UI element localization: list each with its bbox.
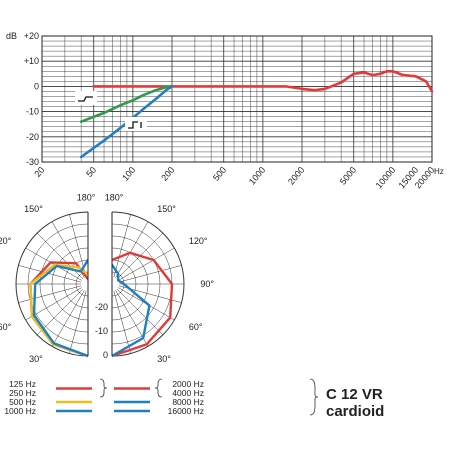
legend-label-right: 16000 Hz <box>168 406 204 416</box>
legend-label-right: 4000 Hz <box>172 388 204 398</box>
y-tick-label: -20 <box>26 132 39 142</box>
response-curve-filter2 <box>79 85 174 159</box>
x-tick-label: 20 <box>32 165 46 179</box>
frequency-response-chart: +20 +10 0 -10 -20 -30 dB 20 50 100 200 500 1000 2000 5… <box>6 31 444 190</box>
radial-tick-label: -10 <box>95 326 108 336</box>
angle-label-left: 150° <box>24 204 43 214</box>
polar-spoke <box>18 285 82 303</box>
response-curve-filter1 <box>79 85 174 123</box>
radial-label-bg <box>96 301 110 311</box>
y-tick-label: 0 <box>34 81 39 91</box>
legend-brace-model <box>309 378 319 416</box>
legend-brace-right <box>154 378 163 398</box>
x-tick-label: 1000 <box>247 165 268 187</box>
polar-pattern-chart: 180°150°120°90°60°30°180°150°120°90°60°3… <box>0 193 214 364</box>
filter-icon <box>128 121 142 129</box>
polar-curve-left-2 <box>32 258 88 358</box>
legend-brace-left <box>99 378 108 398</box>
angle-label-right: 30° <box>157 354 171 364</box>
radial-label-bg <box>96 349 110 359</box>
angle-label-right: 180° <box>105 193 124 203</box>
angle-label-left: 60° <box>0 322 12 332</box>
filter-icon-bg <box>125 117 147 131</box>
response-curve-main <box>92 70 434 93</box>
angle-label-left: 180° <box>77 193 96 203</box>
y-tick-label: +20 <box>24 31 39 41</box>
y-tick-label: -10 <box>26 107 39 117</box>
radial-tick-label: -20 <box>95 302 108 312</box>
polar-spoke <box>51 290 85 347</box>
radial-tick-label: 0 <box>103 350 108 360</box>
y-tick-label: +10 <box>24 56 39 66</box>
filter-icon <box>78 96 93 102</box>
x-tick-label: 5000 <box>338 165 359 187</box>
angle-label-right: 150° <box>157 204 176 214</box>
x-tick-label: 100 <box>120 165 137 183</box>
polar-spoke <box>118 247 175 281</box>
y-axis-unit: dB <box>6 31 17 41</box>
legend-label-right: 8000 Hz <box>172 397 204 407</box>
polar-curve-left-1 <box>29 263 88 358</box>
polar-spoke <box>36 288 84 336</box>
polar-curve-right-1 <box>112 263 151 358</box>
legend-label-left: 500 Hz <box>9 397 36 407</box>
y-tick-label: -30 <box>26 157 39 167</box>
legend-label-left: 1000 Hz <box>4 406 36 416</box>
x-tick-label: 200 <box>159 165 176 183</box>
x-tick-label: 50 <box>84 165 98 179</box>
polar-spoke <box>113 290 131 354</box>
x-tick-label: 10000 <box>374 165 398 191</box>
x-axis-unit: Hz <box>434 167 444 176</box>
polar-half-right <box>112 211 185 358</box>
legend-label-right: 2000 Hz <box>172 379 204 389</box>
polar-pattern-name: cardioid <box>326 403 385 420</box>
radial-label-bg <box>96 325 110 335</box>
legend-label-left: 250 Hz <box>9 388 36 398</box>
polar-curve-right-0 <box>112 251 174 358</box>
angle-label-right: 90° <box>200 279 214 289</box>
polar-spoke <box>118 265 182 283</box>
polar-spoke <box>116 288 164 336</box>
polar-spoke <box>69 290 87 354</box>
polar-spoke <box>115 221 149 278</box>
polar-spoke <box>18 265 82 283</box>
angle-label-left: 120° <box>0 236 12 246</box>
model-name: C 12 VR <box>326 386 383 403</box>
plot-frame <box>41 35 433 163</box>
polar-spoke <box>113 214 131 278</box>
x-tick-label: 2000 <box>286 165 307 187</box>
angle-label-left: 30° <box>29 354 43 364</box>
model-label-block: C 12 VR cardioid <box>326 386 446 420</box>
polar-half-left <box>15 211 88 358</box>
x-tick-label: 500 <box>211 165 228 183</box>
legend-label-left: 125 Hz <box>9 379 36 389</box>
angle-label-right: 60° <box>189 322 203 332</box>
angle-label-right: 120° <box>189 236 208 246</box>
